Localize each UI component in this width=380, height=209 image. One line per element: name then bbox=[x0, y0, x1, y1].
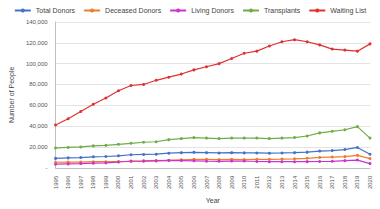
svg-text:2003: 2003 bbox=[153, 175, 159, 189]
svg-text:2020: 2020 bbox=[367, 175, 373, 189]
svg-text:2012: 2012 bbox=[266, 175, 272, 189]
svg-text:Total Donors: Total Donors bbox=[36, 7, 76, 14]
svg-text:Waiting List: Waiting List bbox=[330, 7, 366, 15]
svg-text:Deceased Donors: Deceased Donors bbox=[105, 7, 162, 14]
svg-text:-: - bbox=[46, 165, 48, 171]
svg-text:2019: 2019 bbox=[354, 175, 360, 189]
svg-text:1996: 1996 bbox=[65, 175, 71, 189]
svg-text:Living Donors: Living Donors bbox=[191, 7, 234, 15]
svg-text:2007: 2007 bbox=[204, 175, 210, 189]
svg-text:2004: 2004 bbox=[166, 175, 172, 189]
svg-text:140,000: 140,000 bbox=[26, 19, 48, 25]
svg-text:120,000: 120,000 bbox=[26, 40, 48, 46]
svg-text:2013: 2013 bbox=[279, 175, 285, 189]
svg-text:80,000: 80,000 bbox=[29, 81, 48, 87]
svg-text:1998: 1998 bbox=[90, 175, 96, 189]
svg-text:2010: 2010 bbox=[241, 175, 247, 189]
svg-text:2006: 2006 bbox=[191, 175, 197, 189]
svg-text:2008: 2008 bbox=[216, 175, 222, 189]
svg-text:60,000: 60,000 bbox=[29, 102, 48, 108]
svg-text:40,000: 40,000 bbox=[29, 123, 48, 129]
svg-text:1999: 1999 bbox=[103, 175, 109, 189]
svg-text:2018: 2018 bbox=[342, 175, 348, 189]
svg-text:2002: 2002 bbox=[141, 175, 147, 189]
svg-text:2009: 2009 bbox=[229, 175, 235, 189]
svg-text:Number of People: Number of People bbox=[8, 67, 16, 124]
svg-text:2001: 2001 bbox=[128, 175, 134, 189]
svg-text:2016: 2016 bbox=[317, 175, 323, 189]
svg-text:20,000: 20,000 bbox=[29, 144, 48, 150]
svg-text:Transplants: Transplants bbox=[264, 7, 301, 15]
svg-text:2005: 2005 bbox=[178, 175, 184, 189]
svg-text:2000: 2000 bbox=[115, 175, 121, 189]
svg-text:2011: 2011 bbox=[254, 175, 260, 189]
svg-text:2015: 2015 bbox=[304, 175, 310, 189]
svg-text:2014: 2014 bbox=[292, 175, 298, 189]
svg-text:100,000: 100,000 bbox=[26, 61, 48, 67]
svg-text:1995: 1995 bbox=[53, 175, 59, 189]
svg-text:1997: 1997 bbox=[78, 175, 84, 189]
svg-text:2017: 2017 bbox=[329, 175, 335, 189]
svg-text:Year: Year bbox=[206, 197, 221, 204]
